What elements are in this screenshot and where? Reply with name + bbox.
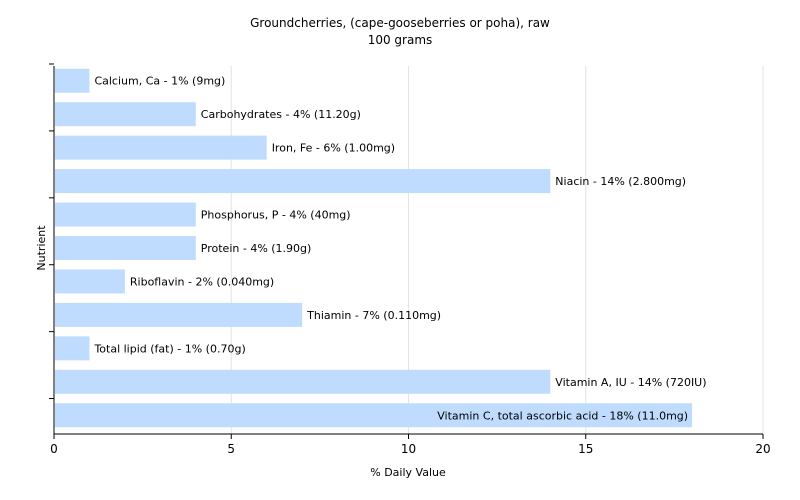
bar — [55, 135, 267, 160]
bar-label: Vitamin C, total ascorbic acid - 18% (11… — [437, 409, 688, 422]
bar-label: Iron, Fe - 6% (1.00mg) — [272, 142, 395, 155]
x-tick-label: 20 — [755, 442, 770, 456]
x-axis-title: % Daily Value — [370, 466, 446, 479]
y-axis-title: Nutrient — [35, 225, 48, 271]
bar — [55, 202, 196, 227]
bar-label: Carbohydrates - 4% (11.20g) — [201, 108, 361, 121]
bar — [55, 169, 551, 194]
bar-label: Vitamin A, IU - 14% (720IU) — [555, 376, 706, 389]
x-tick-label: 10 — [401, 442, 416, 456]
bar-label: Total lipid (fat) - 1% (0.70g) — [93, 342, 245, 355]
bar — [55, 68, 90, 93]
bar — [55, 102, 196, 127]
bar — [55, 336, 90, 361]
bar-label: Thiamin - 7% (0.110mg) — [306, 309, 441, 322]
chart-title: Groundcherries, (cape-gooseberries or po… — [250, 16, 550, 30]
bar — [55, 236, 196, 260]
axes-group: 0 5 10 15 20 — [49, 63, 771, 456]
bars-group: Calcium, Ca - 1% (9mg) Carbohydrates - 4%… — [55, 68, 707, 428]
bar — [55, 269, 125, 294]
bar — [55, 369, 551, 394]
bar — [55, 302, 303, 327]
bar-label: Protein - 4% (1.90g) — [201, 242, 312, 255]
x-tick-label: 5 — [227, 442, 235, 456]
bar — [55, 403, 693, 428]
bar-label: Riboflavin - 2% (0.040mg) — [130, 275, 274, 288]
chart-subtitle: 100 grams — [368, 33, 433, 47]
bar-label: Calcium, Ca - 1% (9mg) — [94, 75, 225, 88]
bar-label: Phosphorus, P - 4% (40mg) — [201, 209, 351, 222]
x-tick-label: 0 — [50, 442, 58, 456]
x-tick-label: 15 — [578, 442, 593, 456]
bar-label: Niacin - 14% (2.800mg) — [555, 175, 686, 188]
